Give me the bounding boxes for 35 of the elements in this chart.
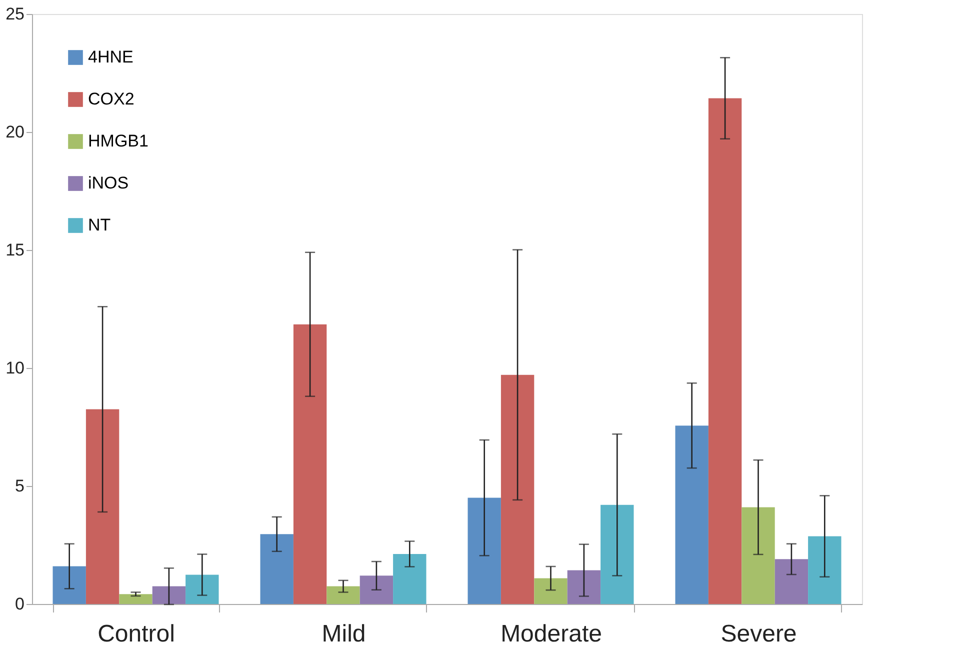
bar xyxy=(393,554,426,604)
legend-label: NT xyxy=(88,216,111,234)
bar xyxy=(152,586,186,604)
bar xyxy=(742,507,775,604)
bar xyxy=(468,498,501,604)
bar xyxy=(52,566,86,604)
y-tick-label: 0 xyxy=(15,594,24,614)
y-tick-label: 20 xyxy=(6,122,24,142)
legend-label: iNOS xyxy=(88,174,129,192)
bar xyxy=(293,324,327,604)
y-tick-label: 25 xyxy=(6,4,24,24)
bar xyxy=(186,574,219,604)
bar xyxy=(326,586,360,604)
bar xyxy=(500,374,534,604)
x-tick-label: Moderate xyxy=(500,620,602,648)
legend-label: 4HNE xyxy=(88,48,134,66)
y-tick-label: 10 xyxy=(6,358,24,378)
y-tick-label: 15 xyxy=(6,240,24,260)
x-tick-label: Mild xyxy=(322,620,366,648)
bar xyxy=(360,576,394,604)
bar xyxy=(567,570,601,604)
bar xyxy=(808,536,842,604)
bar xyxy=(708,98,742,604)
bar xyxy=(119,594,152,604)
legend-label: COX2 xyxy=(88,90,134,108)
bar xyxy=(600,504,634,604)
x-tick-label: Severe xyxy=(720,620,797,648)
x-tick-label: Control xyxy=(98,620,175,648)
bar xyxy=(774,559,808,604)
bar xyxy=(675,426,708,604)
bar xyxy=(86,409,120,604)
bar xyxy=(534,578,568,604)
bar xyxy=(260,534,294,604)
y-tick-label: 5 xyxy=(15,476,24,496)
legend-label: HMGB1 xyxy=(88,132,148,150)
